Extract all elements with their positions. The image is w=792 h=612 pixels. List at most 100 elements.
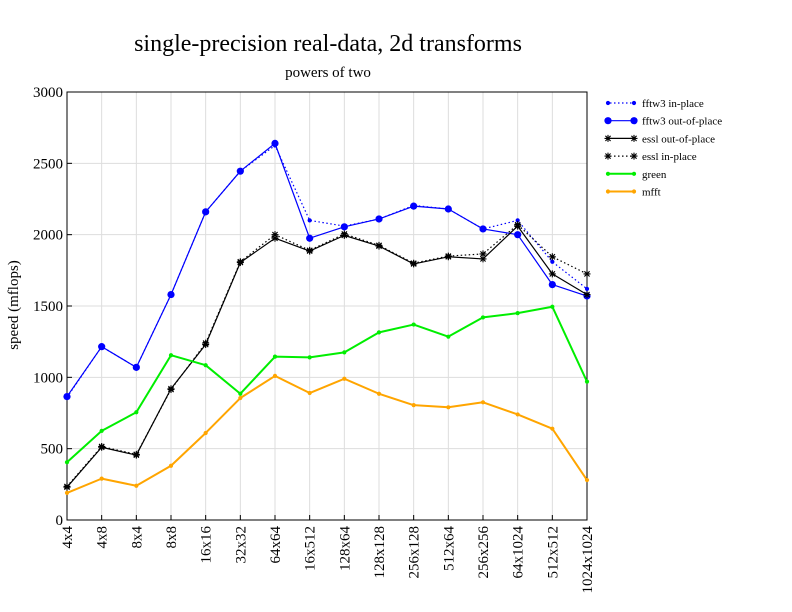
series-essl-in-place [63, 221, 591, 490]
data-point [63, 392, 71, 401]
y-tick-label: 2500 [33, 156, 63, 172]
data-point [271, 139, 279, 147]
data-point [63, 482, 71, 490]
legend-item: fftw3 out-of-place [604, 116, 722, 128]
x-tick-label: 256x256 [476, 526, 492, 579]
y-tick-label: 0 [56, 513, 64, 529]
data-point [514, 231, 522, 239]
x-tick-label: 512x64 [441, 526, 457, 572]
chart-title: single-precision real-data, 2d transform… [134, 31, 522, 57]
data-point [411, 322, 416, 327]
data-point [168, 353, 174, 358]
data-point [238, 395, 243, 401]
data-point [340, 230, 348, 238]
legend: fftw3 in-place fftw3 out-of-place essl out… [604, 98, 722, 199]
data-point [548, 281, 556, 289]
data-point [271, 231, 279, 239]
data-point [376, 330, 382, 335]
x-tick-label: 4x8 [95, 526, 111, 549]
data-point [480, 315, 486, 320]
data-point [479, 250, 487, 258]
x-tick-label: 1024x1024 [580, 526, 596, 594]
data-point [272, 373, 278, 379]
legend-label: essl out-of-place [642, 133, 715, 145]
data-point [584, 477, 590, 483]
data-point [272, 354, 278, 359]
data-point [203, 363, 208, 368]
y-tick-label: 3000 [33, 85, 63, 101]
chart-subtitle: powers of two [285, 65, 371, 81]
legend-label: fftw3 out-of-place [642, 116, 722, 128]
data-point [480, 400, 486, 405]
legend-marker [630, 134, 638, 142]
data-point [98, 343, 106, 351]
data-point [132, 363, 140, 371]
y-tick-label: 2000 [33, 228, 63, 244]
data-point [550, 426, 555, 431]
x-tick-label: 4x4 [60, 526, 76, 549]
legend-item: green [605, 169, 667, 181]
data-point [307, 390, 312, 396]
data-point [444, 205, 452, 213]
legend-item: fftw3 in-place [605, 98, 704, 110]
series-line [66, 225, 588, 488]
data-point [132, 450, 140, 458]
data-point [306, 246, 314, 254]
data-point [446, 334, 451, 339]
data-point [134, 410, 139, 415]
data-point [236, 167, 244, 175]
data-point [479, 255, 487, 263]
x-axis: 4x4 4x8 8x4 8x8 16x16 32x32 64x64 16x512 128x64 1… [60, 515, 596, 594]
x-tick-label: 64x1024 [511, 526, 527, 579]
data-point [134, 483, 139, 488]
data-point [584, 286, 590, 291]
x-tick-label: 64x64 [268, 526, 284, 564]
data-point [64, 460, 70, 465]
data-point [479, 225, 487, 233]
x-tick-label: 256x128 [407, 526, 423, 579]
data-point [548, 253, 556, 261]
data-point [583, 291, 591, 299]
legend-item: essl out-of-place [604, 133, 715, 145]
legend-marker [605, 189, 611, 194]
data-point [167, 290, 175, 299]
data-point [446, 405, 451, 410]
data-point [307, 218, 312, 223]
series-layer [63, 139, 591, 495]
data-point [444, 252, 452, 260]
legend-item: mfft [605, 187, 661, 199]
data-point [515, 311, 520, 316]
series-mfft [64, 373, 590, 495]
data-point [410, 202, 418, 210]
legend-item: essl in-place [604, 151, 697, 163]
data-point [550, 304, 555, 309]
series-essl-out-of-place [63, 222, 591, 491]
series-fftw3-out-of-place [63, 139, 591, 401]
legend-marker [631, 171, 637, 176]
grid [66, 91, 588, 521]
y-axis-label: speed (mflops) [6, 260, 22, 350]
x-tick-label: 8x8 [164, 526, 180, 549]
y-tick-label: 500 [41, 442, 64, 458]
data-point [514, 221, 522, 229]
y-axis: 0 500 1000 1500 2000 2500 3000 [33, 85, 72, 529]
y-tick-label: 1000 [33, 370, 63, 386]
data-point [584, 379, 590, 384]
legend-marker [605, 100, 611, 106]
data-point [340, 223, 348, 231]
x-tick-label: 16x512 [303, 526, 319, 571]
x-tick-label: 512x512 [545, 526, 561, 579]
legend-label: fftw3 in-place [642, 98, 704, 110]
legend-marker [604, 134, 612, 142]
data-point [548, 270, 556, 278]
data-point [236, 258, 244, 266]
series-line [66, 305, 588, 463]
legend-marker [604, 152, 612, 160]
series-line [66, 224, 588, 487]
data-point [583, 270, 591, 278]
legend-label: essl in-place [642, 151, 697, 163]
legend-marker [630, 117, 638, 125]
x-tick-label: 32x32 [233, 526, 249, 564]
data-point [375, 215, 383, 223]
